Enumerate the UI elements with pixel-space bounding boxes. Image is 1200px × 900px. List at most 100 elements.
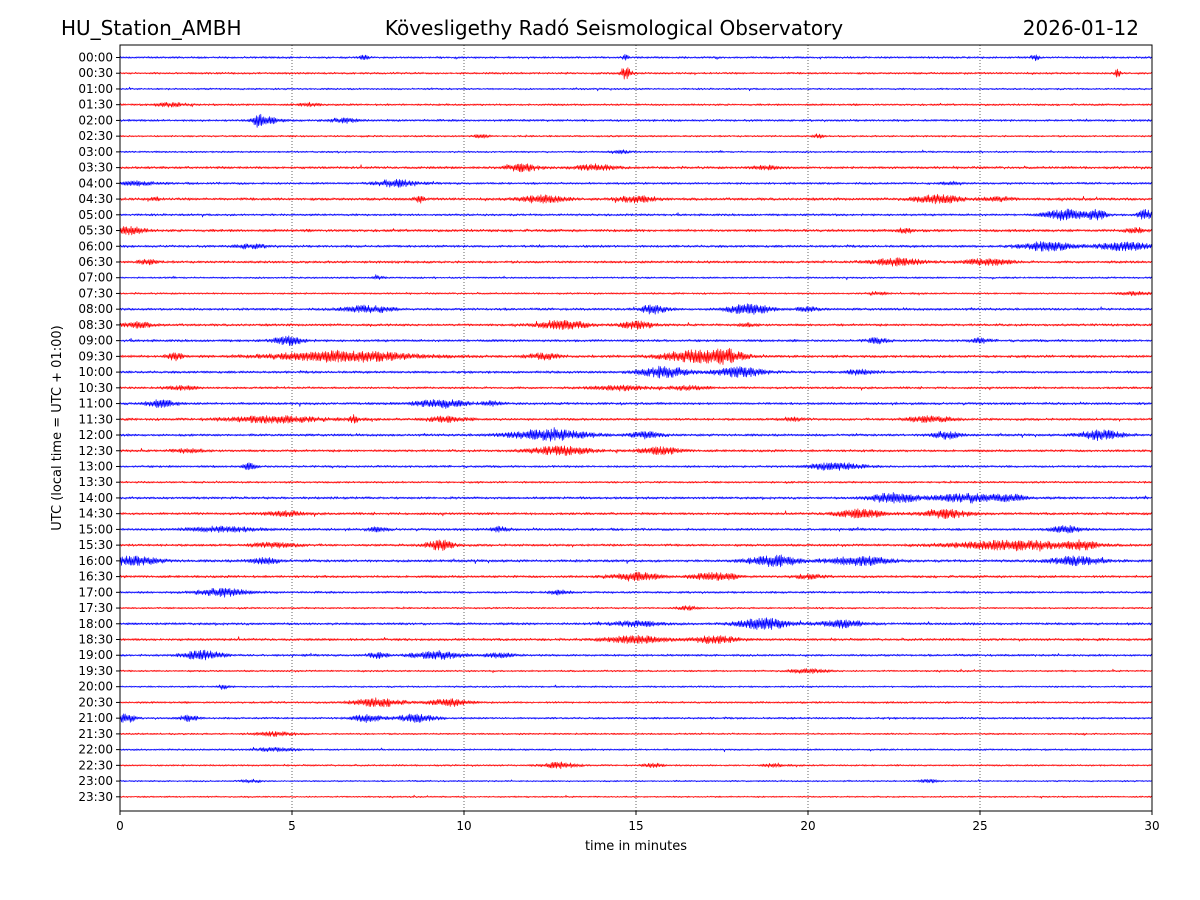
x-grid: [291, 45, 981, 811]
trace-1030: [119, 384, 1153, 392]
y-axis-label: UTC (local time = UTC + 01:00): [50, 325, 65, 530]
x-tick-label: 10: [456, 819, 471, 833]
trace-2330: [119, 794, 1153, 799]
trace-0030: [119, 67, 1153, 80]
y-tick-label: 22:30: [78, 758, 113, 772]
trace-2300: [119, 778, 1153, 784]
observatory-title: Kövesligethy Radó Seismological Observat…: [385, 16, 843, 40]
trace-1830: [119, 634, 1153, 645]
trace-0200: [119, 113, 1153, 128]
y-tick-label: 04:30: [78, 192, 113, 206]
x-axis-ticks: 0 5 10 15 20 25 30: [116, 811, 1160, 833]
y-tick-label: 18:00: [78, 617, 113, 631]
trace-1130: [119, 414, 1153, 424]
y-tick-label: 06:30: [78, 255, 113, 269]
trace-0600: [119, 241, 1153, 252]
y-tick-label: 17:30: [78, 601, 113, 615]
trace-0500: [119, 208, 1153, 221]
y-tick-label: 16:00: [78, 554, 113, 568]
trace-1000: [119, 365, 1153, 379]
y-tick-label: 15:00: [78, 522, 113, 536]
trace-1900: [119, 649, 1153, 661]
x-tick-label: 25: [972, 819, 987, 833]
y-tick-label: 01:00: [78, 82, 113, 96]
y-tick-label: 09:30: [78, 349, 113, 363]
trace-0300: [119, 149, 1153, 155]
y-tick-label: 21:00: [78, 711, 113, 725]
x-tick-label: 5: [288, 819, 296, 833]
y-tick-label: 10:30: [78, 381, 113, 395]
y-tick-label: 02:00: [78, 113, 113, 127]
y-tick-label: 07:00: [78, 271, 113, 285]
y-tick-label: 10:00: [78, 365, 113, 379]
trace-2130: [119, 731, 1153, 737]
trace-1600: [119, 554, 1153, 568]
trace-0530: [119, 225, 1153, 236]
y-tick-label: 22:00: [78, 743, 113, 757]
x-tick-label: 30: [1144, 819, 1159, 833]
trace-2030: [119, 697, 1153, 708]
trace-1500: [119, 525, 1153, 534]
trace-0800: [119, 303, 1153, 315]
trace-0900: [119, 335, 1153, 346]
y-tick-label: 04:00: [78, 176, 113, 190]
trace-0400: [119, 178, 1153, 188]
station-name: HU_Station_AMBH: [61, 16, 241, 40]
y-tick-label: 20:30: [78, 695, 113, 709]
y-tick-label: 19:30: [78, 664, 113, 678]
y-tick-label: 03:00: [78, 145, 113, 159]
y-tick-label: 14:00: [78, 491, 113, 505]
y-tick-label: 00:00: [78, 51, 113, 65]
y-tick-label: 19:00: [78, 648, 113, 662]
y-tick-label: 20:00: [78, 680, 113, 694]
trace-2200: [119, 746, 1153, 753]
y-tick-label: 12:00: [78, 428, 113, 442]
y-tick-label: 14:30: [78, 507, 113, 521]
y-tick-label: 18:30: [78, 633, 113, 647]
trace-1330: [119, 480, 1153, 484]
y-tick-label: 09:00: [78, 334, 113, 348]
y-tick-label: 13:30: [78, 475, 113, 489]
y-tick-label: 05:30: [78, 224, 113, 238]
trace-1700: [119, 587, 1153, 598]
trace-0830: [119, 319, 1153, 330]
trace-0930: [119, 347, 1153, 365]
trace-1200: [119, 427, 1153, 442]
trace-1930: [119, 668, 1153, 674]
trace-0630: [119, 257, 1153, 267]
y-tick-label: 07:30: [78, 286, 113, 300]
trace-2000: [119, 684, 1153, 690]
y-tick-label: 01:30: [78, 98, 113, 112]
y-tick-label: 05:00: [78, 208, 113, 222]
record-date: 2026-01-12: [1023, 16, 1139, 40]
trace-0100: [119, 86, 1153, 92]
x-axis-label: time in minutes: [585, 839, 687, 854]
y-tick-label: 00:30: [78, 66, 113, 80]
x-tick-label: 15: [628, 819, 643, 833]
x-tick-label: 20: [800, 819, 815, 833]
trace-1530: [119, 539, 1153, 552]
trace-1800: [119, 617, 1153, 630]
y-tick-label: 11:00: [78, 397, 113, 411]
y-tick-label: 17:00: [78, 585, 113, 599]
y-tick-label: 21:30: [78, 727, 113, 741]
trace-0000: [119, 54, 1153, 62]
trace-0130: [119, 101, 1153, 108]
trace-1230: [119, 445, 1153, 456]
trace-2100: [119, 713, 1153, 723]
trace-0230: [119, 133, 1153, 139]
x-tick-label: 0: [116, 819, 124, 833]
y-tick-label: 23:00: [78, 774, 113, 788]
trace-0430: [119, 193, 1153, 205]
trace-1730: [119, 605, 1153, 611]
y-tick-label: 23:30: [78, 790, 113, 804]
trace-1430: [119, 508, 1153, 519]
y-tick-label: 08:30: [78, 318, 113, 332]
y-tick-label: 06:00: [78, 239, 113, 253]
trace-1300: [119, 462, 1153, 471]
trace-1630: [119, 571, 1153, 582]
y-tick-label: 08:00: [78, 302, 113, 316]
trace-0330: [119, 163, 1153, 173]
